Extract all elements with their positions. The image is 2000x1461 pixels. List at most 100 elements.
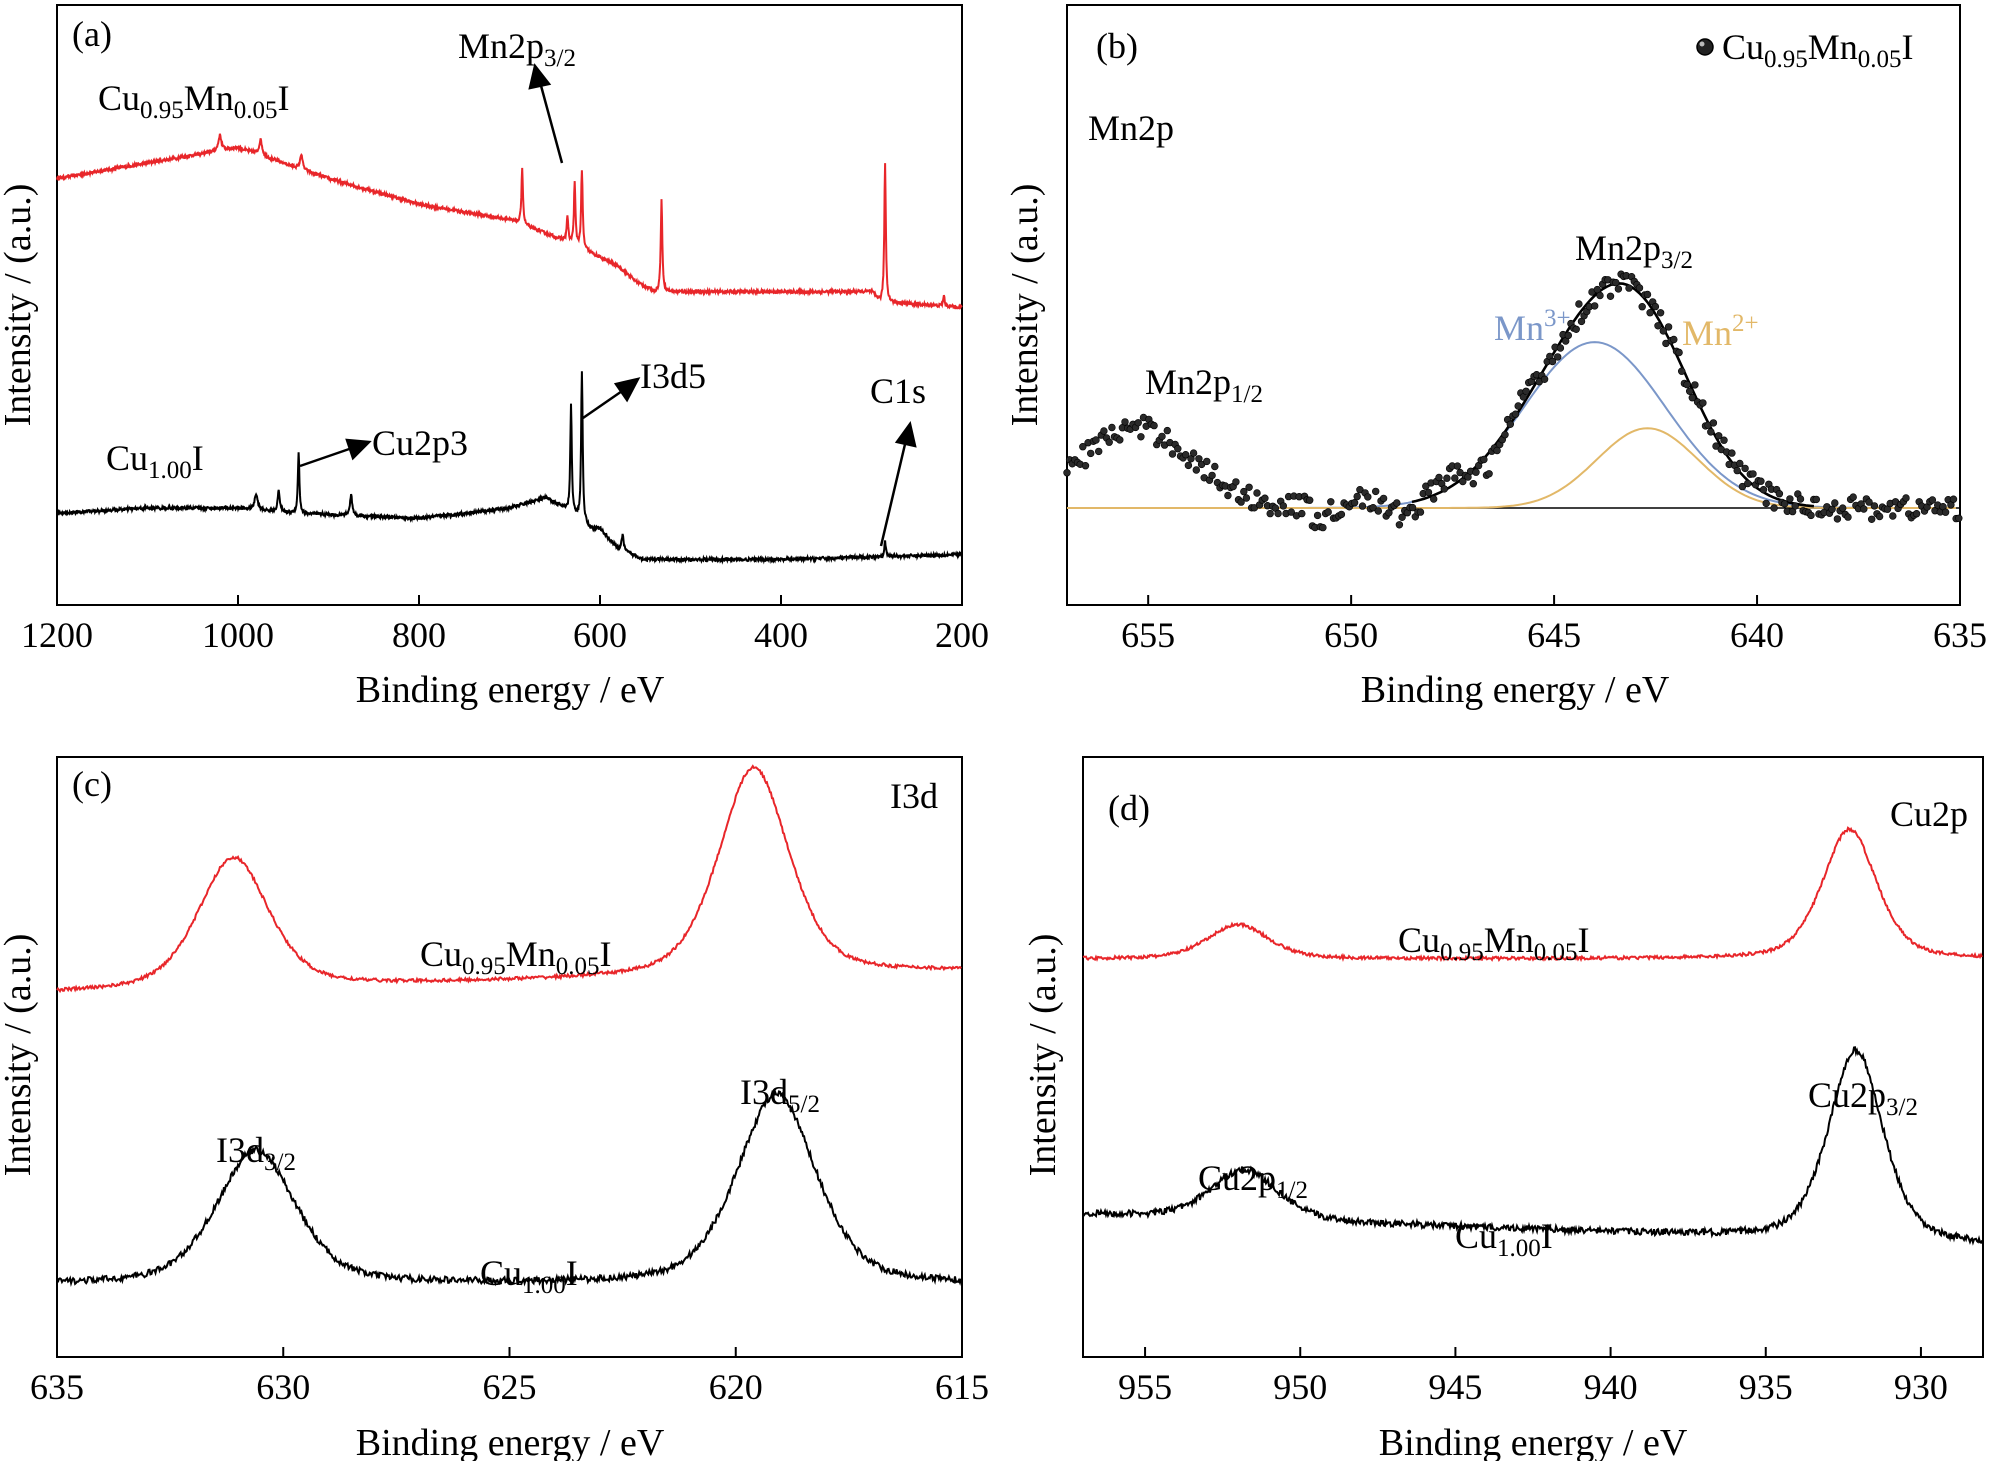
panel-b-data-point [1720, 436, 1728, 444]
panel-b-data-point [1709, 419, 1718, 427]
panel-b-data-point [1379, 494, 1388, 503]
panel-b-data-point [1203, 457, 1211, 466]
panel-b-data-point [1245, 483, 1253, 491]
panel-a-annotation-mn2p32: Mn2p3/2 [458, 26, 576, 72]
panel-b-data-point [1638, 303, 1646, 311]
panel-b-data-point [1364, 493, 1372, 501]
panel-b-data-point [1656, 309, 1665, 317]
panel-a-series-line-1 [56, 371, 963, 565]
panel-c-series-line-1 [56, 1088, 962, 1288]
x-tick-label-645: 645 [1527, 615, 1581, 655]
panel-b-data-point [1094, 447, 1103, 456]
panel-b-data-point [1211, 462, 1219, 471]
panel-b-data-point [1741, 464, 1749, 473]
x-tick-label-1200: 1200 [21, 615, 93, 655]
panel-b-data-point [1184, 461, 1193, 470]
panel-b-data-point [1279, 502, 1288, 510]
arrow-i3d5 [582, 387, 626, 420]
panel-b-data-point [1319, 523, 1327, 532]
panel-b-data-point [1208, 471, 1216, 480]
panel-d-x-ticks: 955 950 945 940 935 930 [1118, 1347, 1948, 1407]
panel-b-data-point [1677, 367, 1686, 375]
x-tick-label-945: 945 [1428, 1367, 1482, 1407]
panel-b-data-point [1844, 513, 1852, 521]
panel-b-data-point [1298, 509, 1306, 518]
panel-c-panel-label: (c) [72, 764, 112, 804]
panel-b-data-point [1865, 498, 1873, 506]
panel-b-data-point [1654, 322, 1662, 330]
panel-b-curves [1063, 270, 1963, 532]
panel-b-data-point [1472, 468, 1480, 476]
panel-a-x-axis-label: Binding energy / eV [356, 669, 665, 711]
panel-b-data-point [1548, 357, 1557, 366]
panel-b-annotation-mn2p32: Mn2p3/2 [1575, 228, 1693, 274]
panel-b-data-point [1398, 513, 1406, 521]
panel-b-data-point [1506, 420, 1515, 428]
panel-d-region-label: Cu2p [1890, 794, 1968, 834]
panel-b-data-point [1780, 500, 1789, 508]
x-tick-label-650: 650 [1324, 615, 1378, 655]
panel-a-panel-label: (a) [72, 14, 112, 54]
panel-b-data-point [1786, 495, 1794, 503]
panel-b-x-ticks: 655 650 645 640 635 [1121, 595, 1987, 655]
panel-b-data-point [1453, 462, 1462, 470]
panel-a-arrows [299, 63, 917, 547]
panel-b-data-point [1261, 494, 1269, 502]
panel-b-data-point [1553, 353, 1562, 361]
panel-b-data-point [1675, 348, 1683, 357]
panel-b-data-point [1192, 466, 1201, 474]
panel-d-series-line-0 [1082, 826, 1983, 963]
panel-b-data-point [1685, 387, 1694, 395]
x-tick-label-640: 640 [1730, 615, 1784, 655]
panel-b-data-point [1353, 492, 1361, 501]
panel-b-region-label: Mn2p [1088, 108, 1174, 148]
panel-b-data-point [1374, 507, 1383, 515]
panel-b-data-point [1224, 491, 1232, 500]
panel-a-x-ticks: 1200 1000 800 600 400 200 [21, 595, 989, 655]
panel-c-series-line-0 [56, 764, 962, 994]
panel-b-data-point [1564, 331, 1573, 340]
panel-b-legend: Cu0.95Mn0.05I [1696, 27, 1914, 73]
panel-b-data-point [1828, 505, 1836, 513]
panel-b-data-point [1812, 495, 1821, 504]
arrow-mn2p32 [538, 81, 564, 164]
panel-a-series-line-0 [56, 133, 963, 310]
panel-b-data-point [1743, 479, 1752, 488]
panel-b-data-point [1912, 510, 1921, 518]
arrowhead-mn2p32 [528, 63, 552, 90]
panel-b-data-point [1643, 290, 1652, 299]
x-tick-label-630: 630 [256, 1367, 310, 1407]
panel-b-y-axis-label: Intensity / (a.u.) [1004, 184, 1046, 427]
panel-b-data-point [1408, 503, 1417, 512]
panel-a-annotation-c1s: C1s [870, 371, 926, 411]
panel-d-annotation-cu2p12: Cu2p1/2 [1198, 1158, 1308, 1204]
panel-b-data-point [1849, 493, 1857, 501]
panel-b-data-point [1369, 504, 1377, 512]
panel-a-curves [56, 133, 963, 565]
panel-d-cu2p-spectrum: 955 950 945 940 935 930 (d) Cu2p Binding ener… [1022, 756, 1984, 1461]
panel-b-data-point [1699, 399, 1707, 407]
panel-d-series-line-1 [1082, 1046, 1983, 1246]
panel-b-data-point [1158, 432, 1166, 441]
panel-a-y-axis-label: Intensity / (a.u.) [0, 184, 39, 427]
panel-b-data-point [1181, 451, 1190, 459]
panel-b-data-point [1137, 433, 1145, 441]
panel-b-panel-label: (b) [1096, 26, 1138, 66]
panel-b-data-point [1770, 504, 1778, 512]
panel-b-data-point [1232, 478, 1240, 486]
panel-b-data-point [1443, 474, 1451, 482]
panel-b-data-point [1614, 285, 1623, 293]
legend-label-cu095mn005i: Cu0.95Mn0.05I [1722, 27, 1914, 73]
panel-b-data-point [1928, 496, 1937, 504]
panel-b-data-point [1313, 511, 1322, 520]
panel-b-data-point [1838, 504, 1847, 512]
panel-b-data-point [1242, 494, 1251, 502]
panel-b-data-point [1902, 494, 1910, 502]
panel-c-i3d-spectrum: 635 630 625 620 615 (c) I3d Binding energy /… [0, 756, 989, 1461]
panel-b-data-point [1422, 482, 1430, 490]
x-tick-label-200: 200 [935, 615, 989, 655]
x-tick-label-800: 800 [392, 615, 446, 655]
panel-b-data-point [1712, 442, 1720, 450]
panel-b-data-point [1688, 394, 1697, 402]
panel-b-data-point [1424, 488, 1433, 497]
